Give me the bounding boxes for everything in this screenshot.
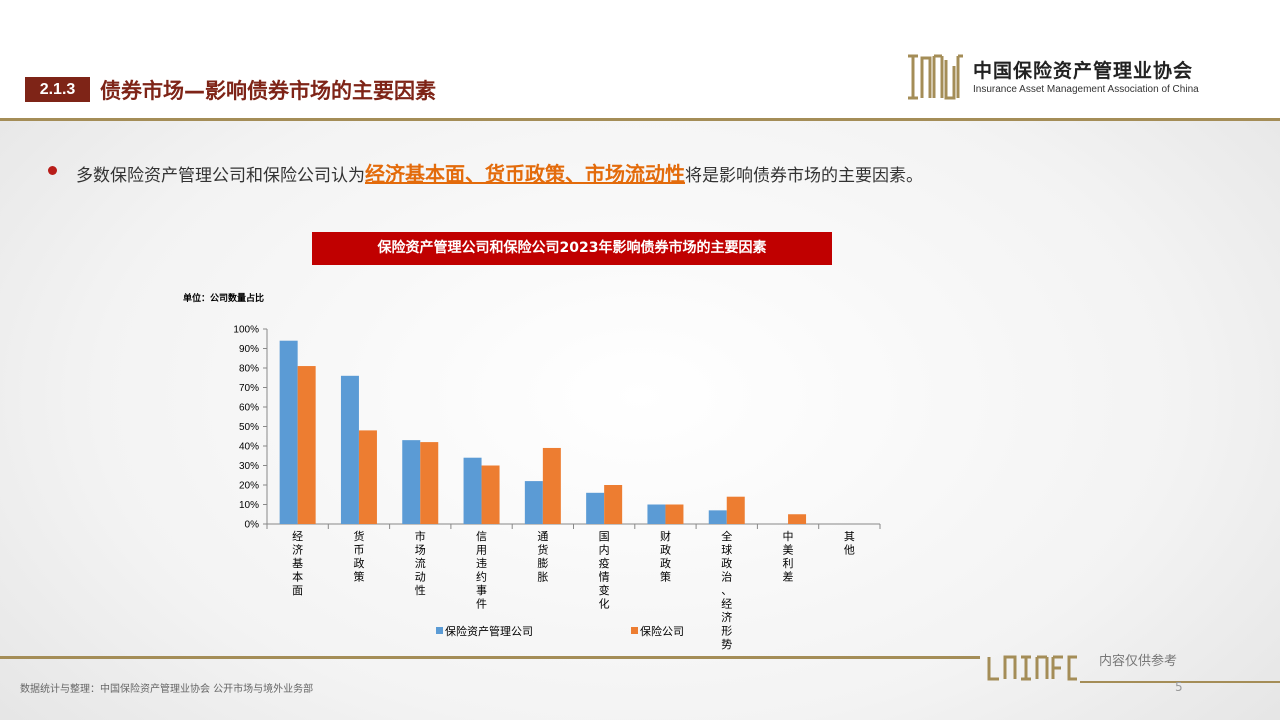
disclaimer-text: 内容仅供参考	[1099, 654, 1178, 669]
y-tick-label: 50%	[239, 422, 259, 433]
x-tick-label: 其他	[844, 530, 855, 557]
logo-mark-icon	[908, 54, 963, 100]
x-tick-label: 中美利差	[783, 530, 794, 584]
legend-swatch	[436, 627, 443, 634]
logo-chinese-name: 中国保险资产管理业协会	[973, 60, 1194, 82]
y-tick-label: 30%	[239, 461, 259, 472]
bar-insurance	[604, 485, 623, 524]
page-title: 债券市场—影响债券市场的主要因素	[100, 79, 436, 103]
y-tick-label: 100%	[233, 325, 259, 336]
bar-asset-mgmt	[586, 492, 605, 524]
bar-asset-mgmt	[279, 340, 298, 524]
footer-logo-icon	[987, 655, 1077, 681]
x-tick-label: 市场流动性	[415, 529, 426, 597]
x-tick-label: 经济基本面	[292, 530, 303, 597]
logo-english-name: Insurance Asset Management Association o…	[973, 84, 1199, 95]
bar-insurance	[542, 447, 561, 524]
bullet-highlight: 经济基本面、货币政策、市场流动性	[365, 162, 685, 186]
y-tick-label: 60%	[239, 403, 259, 414]
y-tick-label: 70%	[239, 383, 259, 394]
x-tick-label: 货币政策	[353, 529, 364, 584]
y-tick-label: 80%	[239, 364, 259, 375]
bullet-suffix: 将是影响债券市场的主要因素。	[685, 166, 923, 186]
y-tick-label: 90%	[239, 344, 259, 355]
bar-insurance	[665, 504, 684, 524]
y-tick-label: 40%	[239, 442, 259, 453]
data-source-note: 数据统计与整理：中国保险资产管理业协会 公开市场与境外业务部	[20, 684, 314, 695]
bar-asset-mgmt	[647, 504, 666, 524]
bar-insurance	[788, 514, 807, 524]
bar-asset-mgmt	[463, 457, 482, 524]
footer-divider	[0, 656, 980, 659]
bar-insurance	[358, 430, 377, 524]
bar-asset-mgmt	[402, 440, 421, 524]
chart-title: 保险资产管理公司和保险公司2023年影响债券市场的主要因素	[312, 232, 832, 265]
header-divider	[0, 118, 1280, 121]
y-tick-label: 20%	[239, 481, 259, 492]
x-tick-label: 财政政策	[660, 529, 671, 584]
bar-insurance	[297, 366, 316, 524]
y-tick-label: 0%	[245, 520, 260, 531]
bullet-icon	[48, 166, 57, 175]
legend-label: 保险资产管理公司	[445, 624, 533, 638]
legend-swatch	[631, 627, 638, 634]
footer-divider-right	[1080, 681, 1280, 683]
summary-bullet: 多数保险资产管理公司和保险公司认为经济基本面、货币政策、市场流动性将是影响债券市…	[76, 158, 923, 187]
bar-insurance	[726, 496, 745, 524]
chart-unit-label: 单位：公司数量占比	[183, 294, 265, 304]
brand-logo: 中国保险资产管理业协会 Insurance Asset Management A…	[905, 52, 1255, 102]
header-bar	[0, 0, 1280, 118]
legend-label: 保险公司	[640, 624, 684, 638]
x-tick-label: 全球政治、经济形势	[721, 529, 732, 651]
page-number: 5	[1175, 680, 1183, 694]
x-tick-label: 国内疫情变化	[599, 530, 610, 611]
x-tick-label: 通货膨胀	[537, 530, 548, 584]
bar-asset-mgmt	[340, 375, 359, 524]
y-tick-label: 10%	[239, 500, 259, 511]
x-tick-label: 信用违约事件	[476, 530, 487, 611]
bar-insurance	[481, 465, 500, 524]
bar-insurance	[420, 442, 439, 524]
section-number-badge: 2.1.3	[25, 77, 90, 102]
bar-asset-mgmt	[524, 481, 543, 524]
bar-asset-mgmt	[708, 510, 727, 524]
bullet-prefix: 多数保险资产管理公司和保险公司认为	[76, 166, 365, 186]
